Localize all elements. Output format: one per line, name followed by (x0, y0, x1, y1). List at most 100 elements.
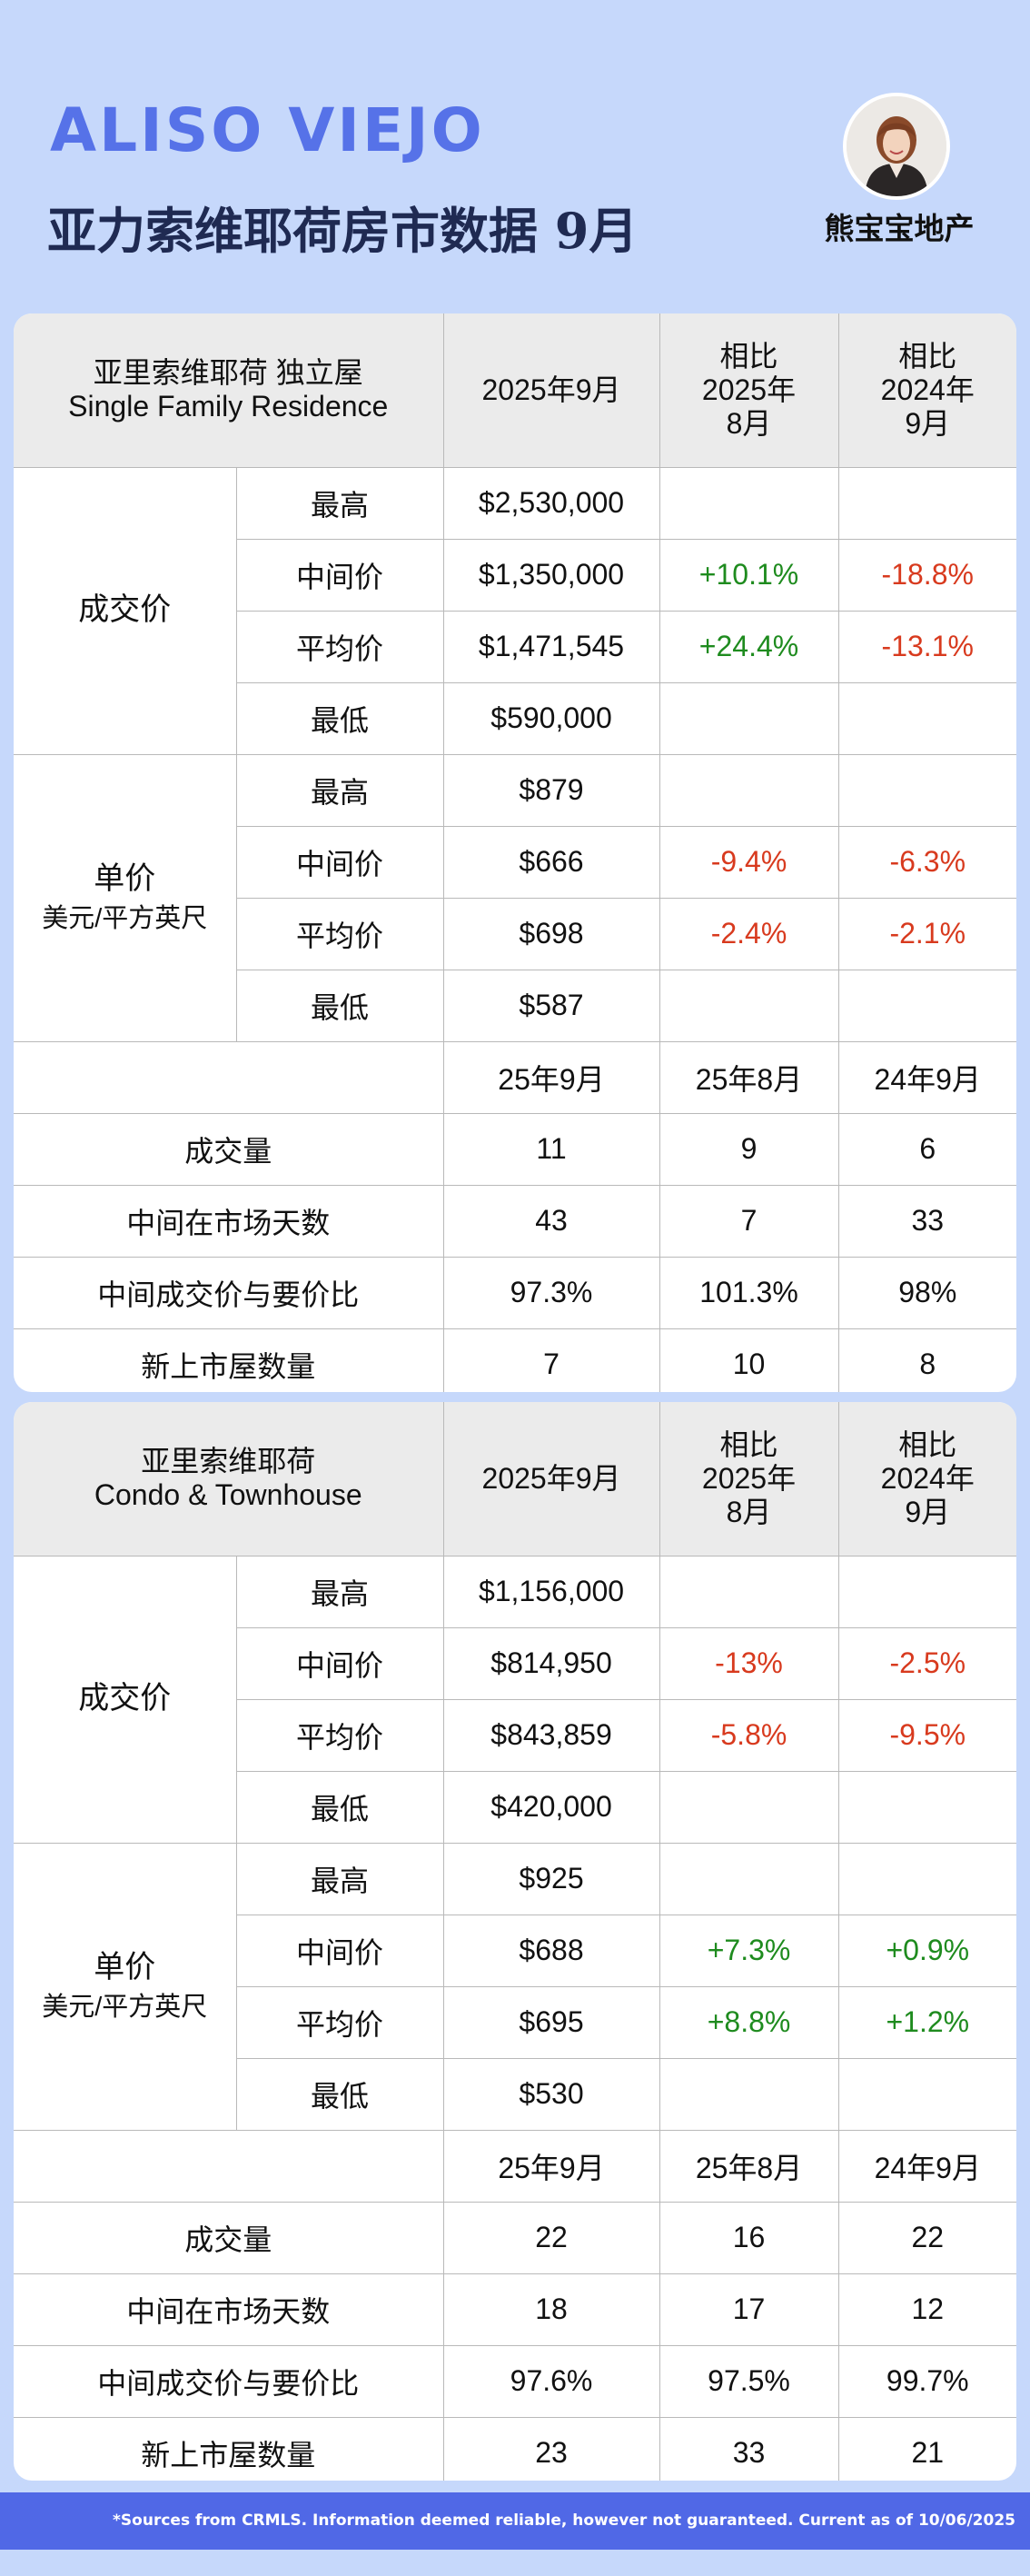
stats-value: 6 (837, 1112, 1016, 1186)
row-vs1 (659, 681, 839, 755)
row-vs2 (837, 1770, 1016, 1844)
row-vs1 (659, 1555, 839, 1628)
col-month-header: 2025年9月 (442, 313, 660, 468)
row-vs1 (659, 1842, 839, 1915)
row-value: $698 (442, 897, 660, 970)
row-value: $1,156,000 (442, 1555, 660, 1628)
col-vs-last-year-header: 相比 2024年 9月 (837, 1402, 1016, 1557)
table-row: 单价 美元/平方英尺 最高 $925 (14, 1842, 1016, 2131)
row-value: $587 (442, 969, 660, 1042)
unit-price-group-label: 单价 美元/平方英尺 (14, 1842, 237, 2131)
table-row: 平均价 $1,471,545 +24.4% -13.1% (14, 610, 1016, 683)
row-vs2: -9.5% (837, 1698, 1016, 1772)
table-row: 中间成交价与要价比 97.3% 101.3% 98% (14, 1256, 1016, 1329)
stats-value: 97.5% (659, 2344, 839, 2418)
stats-label: 中间成交价与要价比 (14, 1256, 444, 1329)
agent-portrait-icon (847, 96, 946, 196)
row-value: $925 (442, 1842, 660, 1915)
price-group-label: 成交价 (14, 1555, 237, 1844)
stats-header-row: 25年9月 25年8月 24年9月 (14, 2129, 1016, 2203)
stats-value: 98% (837, 1256, 1016, 1329)
stats-value: 17 (659, 2273, 839, 2346)
col-vs-last-month-header: 相比 2025年 8月 (659, 1402, 839, 1557)
table-header-row: 亚里索维耶荷 独立屋 Single Family Residence 2025年… (14, 313, 1016, 468)
row-vs2: -2.5% (837, 1626, 1016, 1700)
row-label: 最高 (235, 1555, 444, 1628)
row-value: $666 (442, 825, 660, 899)
stats-value: 23 (442, 2416, 660, 2481)
row-vs2: -2.1% (837, 897, 1016, 970)
unit-price-sublabel: 美元/平方英尺 (42, 903, 208, 933)
section-title-line1: 亚里索维耶荷 独立屋 (93, 356, 363, 390)
row-vs2: -13.1% (837, 610, 1016, 683)
row-vs2 (837, 681, 1016, 755)
section-title: 亚里索维耶荷 独立屋 Single Family Residence (14, 313, 444, 468)
row-label: 最低 (236, 969, 444, 1042)
agent-avatar (843, 93, 950, 200)
table-row: 中间在市场天数 18 17 12 (14, 2273, 1016, 2346)
row-value: $530 (442, 2057, 660, 2131)
stats-col-header: 24年9月 (837, 1040, 1016, 1114)
row-label: 平均价 (236, 610, 444, 683)
stats-label: 中间成交价与要价比 (14, 2344, 444, 2418)
row-vs2 (837, 1842, 1016, 1915)
row-value: $695 (442, 1985, 660, 2059)
table-row: 新上市屋数量 23 33 21 (14, 2416, 1016, 2481)
stats-label: 成交量 (14, 2201, 444, 2274)
stats-col-header: 25年9月 (442, 1040, 660, 1114)
section-title-line2: Single Family Residence (68, 390, 389, 423)
table-row: 最低 $420,000 (14, 1770, 1016, 1844)
stats-value: 97.6% (442, 2344, 660, 2418)
stats-value: 9 (659, 1112, 839, 1186)
row-vs2 (837, 753, 1016, 827)
stats-value: 43 (442, 1184, 660, 1258)
stats-value: 12 (837, 2273, 1016, 2346)
stats-value: 99.7% (837, 2344, 1016, 2418)
table-row: 新上市屋数量 7 10 8 (14, 1328, 1016, 1392)
stats-header-blank (14, 1040, 444, 1114)
table-row: 中间价 $666 -9.4% -6.3% (14, 825, 1016, 899)
footer-disclaimer: *Sources from CRMLS. Information deemed … (0, 2492, 1030, 2550)
stats-label: 新上市屋数量 (14, 2416, 444, 2481)
row-label: 最高 (235, 466, 444, 540)
row-label: 平均价 (236, 1985, 444, 2059)
row-value: $814,950 (442, 1626, 660, 1700)
row-vs2: +0.9% (837, 1914, 1016, 1987)
table-row: 最低 $590,000 (14, 681, 1016, 755)
stats-value: 18 (442, 2273, 660, 2346)
stats-label: 中间在市场天数 (14, 1184, 444, 1258)
row-vs2 (837, 969, 1016, 1042)
table-row: 中间价 $814,950 -13% -2.5% (14, 1626, 1016, 1700)
row-label: 最高 (235, 1842, 444, 1915)
row-value: $2,530,000 (442, 466, 660, 540)
stats-value: 7 (659, 1184, 839, 1258)
section-title-line1: 亚里索维耶荷 (141, 1445, 316, 1478)
stats-value: 11 (442, 1112, 660, 1186)
city-title: ALISO VIEJO (50, 95, 485, 165)
row-vs1: -2.4% (659, 897, 839, 970)
table-row: 平均价 $698 -2.4% -2.1% (14, 897, 1016, 970)
row-label: 平均价 (236, 1698, 444, 1772)
stats-col-header: 24年9月 (837, 2129, 1016, 2203)
stats-value: 97.3% (442, 1256, 660, 1329)
table-row: 中间在市场天数 43 7 33 (14, 1184, 1016, 1258)
table-row: 成交量 22 16 22 (14, 2201, 1016, 2274)
unit-price-sublabel: 美元/平方英尺 (42, 1992, 208, 2022)
header: ALISO VIEJO 亚力索维耶荷房市数据 9月 熊宝宝地产 (0, 0, 1030, 309)
table-row: 平均价 $695 +8.8% +1.2% (14, 1985, 1016, 2059)
row-vs1 (659, 969, 839, 1042)
row-label: 平均价 (236, 897, 444, 970)
section-title: 亚里索维耶荷 Condo & Townhouse (14, 1402, 444, 1557)
table-row: 中间成交价与要价比 97.6% 97.5% 99.7% (14, 2344, 1016, 2418)
condo-table: 亚里索维耶荷 Condo & Townhouse 2025年9月 相比 2025… (14, 1402, 1016, 2481)
row-vs1: -9.4% (659, 825, 839, 899)
row-label: 最低 (236, 2057, 444, 2131)
stats-value: 33 (837, 1184, 1016, 1258)
unit-price-label: 单价 (94, 860, 156, 896)
row-vs2 (837, 2057, 1016, 2131)
condo-card: 亚里索维耶荷 Condo & Townhouse 2025年9月 相比 2025… (14, 1402, 1016, 2481)
stats-col-header: 25年8月 (659, 1040, 839, 1114)
table-row: 平均价 $843,859 -5.8% -9.5% (14, 1698, 1016, 1772)
unit-price-label: 单价 (94, 1949, 156, 1984)
row-vs1: -5.8% (659, 1698, 839, 1772)
